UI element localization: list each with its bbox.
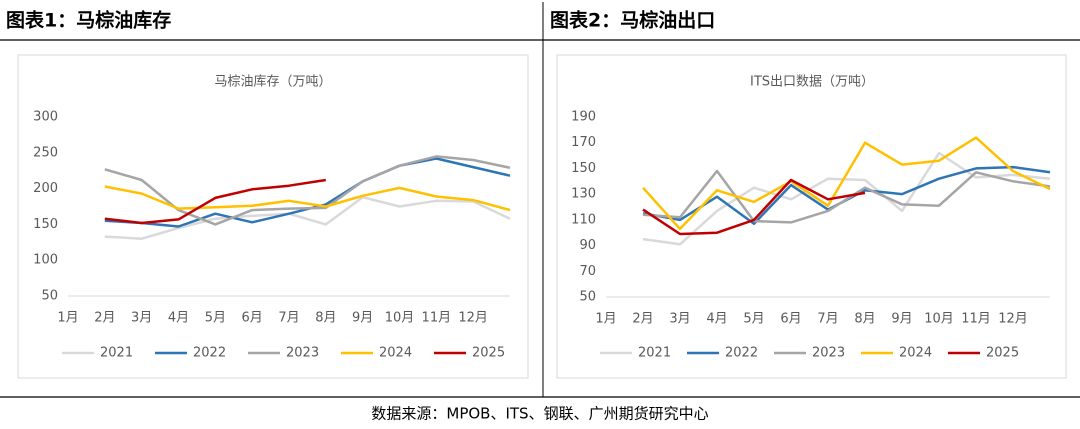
panel-title: 图表1：马棕油库存 (6, 9, 171, 32)
chart-title: ITS出口数据（万吨） (750, 75, 874, 90)
legend-label: 2025 (986, 346, 1019, 361)
y-tick-label: 250 (33, 145, 58, 160)
x-tick-label: 8月 (854, 312, 875, 327)
y-tick-label: 190 (571, 110, 596, 125)
legend-label: 2024 (899, 346, 932, 361)
x-tick-label: 9月 (891, 312, 912, 327)
legend-label: 2025 (472, 346, 505, 361)
x-tick-label: 11月 (422, 311, 452, 326)
x-tick-label: 2月 (94, 311, 115, 326)
x-tick-label: 6月 (242, 311, 263, 326)
y-tick-label: 150 (571, 161, 596, 176)
x-tick-label: 3月 (669, 312, 690, 327)
legend-label: 2022 (725, 346, 758, 361)
x-tick-label: 8月 (315, 311, 336, 326)
y-tick-label: 110 (571, 212, 596, 227)
series-line (642, 136, 1051, 231)
y-tick-label: 90 (579, 238, 596, 253)
x-tick-label: 1月 (57, 311, 78, 326)
series-line (642, 151, 1051, 246)
legend-label: 2023 (286, 346, 319, 361)
series-line (642, 178, 866, 236)
panel-title: 图表2：马棕油出口 (550, 9, 715, 32)
series-line (104, 185, 511, 212)
y-tick-label: 170 (571, 135, 596, 150)
legend-label: 2021 (100, 346, 133, 361)
chart-frame (17, 54, 529, 379)
legend-label: 2022 (193, 346, 226, 361)
y-tick-label: 150 (33, 217, 58, 232)
x-tick-label: 9月 (352, 311, 373, 326)
chart-frame (556, 54, 1067, 379)
y-tick-label: 300 (33, 110, 58, 125)
legend-label: 2021 (638, 346, 671, 361)
x-tick-label: 6月 (780, 312, 801, 327)
x-tick-label: 2月 (632, 312, 653, 327)
x-tick-label: 4月 (706, 312, 727, 327)
x-tick-label: 1月 (595, 312, 616, 327)
x-tick-label: 10月 (385, 311, 415, 326)
x-tick-label: 7月 (278, 311, 299, 326)
x-tick-label: 12月 (458, 311, 488, 326)
x-tick-label: 7月 (817, 312, 838, 327)
legend-label: 2024 (379, 346, 412, 361)
source-note: 数据来源：MPOB、ITS、钢联、广州期货研究中心 (371, 405, 708, 423)
series-line (104, 195, 511, 240)
legend-label: 2023 (812, 346, 845, 361)
series-line (104, 178, 326, 225)
x-tick-label: 5月 (743, 312, 764, 327)
x-tick-label: 10月 (924, 312, 954, 327)
y-tick-label: 50 (41, 289, 58, 304)
y-tick-label: 100 (33, 253, 58, 268)
x-tick-label: 5月 (205, 311, 226, 326)
y-tick-label: 200 (33, 181, 58, 196)
x-tick-label: 3月 (131, 311, 152, 326)
series-line (642, 169, 1051, 224)
y-tick-label: 70 (579, 264, 596, 279)
y-tick-label: 50 (579, 290, 596, 305)
series-line (104, 155, 511, 226)
x-tick-label: 11月 (961, 312, 991, 327)
x-tick-label: 4月 (168, 311, 189, 326)
chart-title: 马棕油库存（万吨） (214, 74, 331, 90)
y-tick-label: 130 (571, 187, 596, 202)
series-line (104, 157, 511, 228)
x-tick-label: 12月 (998, 312, 1028, 327)
